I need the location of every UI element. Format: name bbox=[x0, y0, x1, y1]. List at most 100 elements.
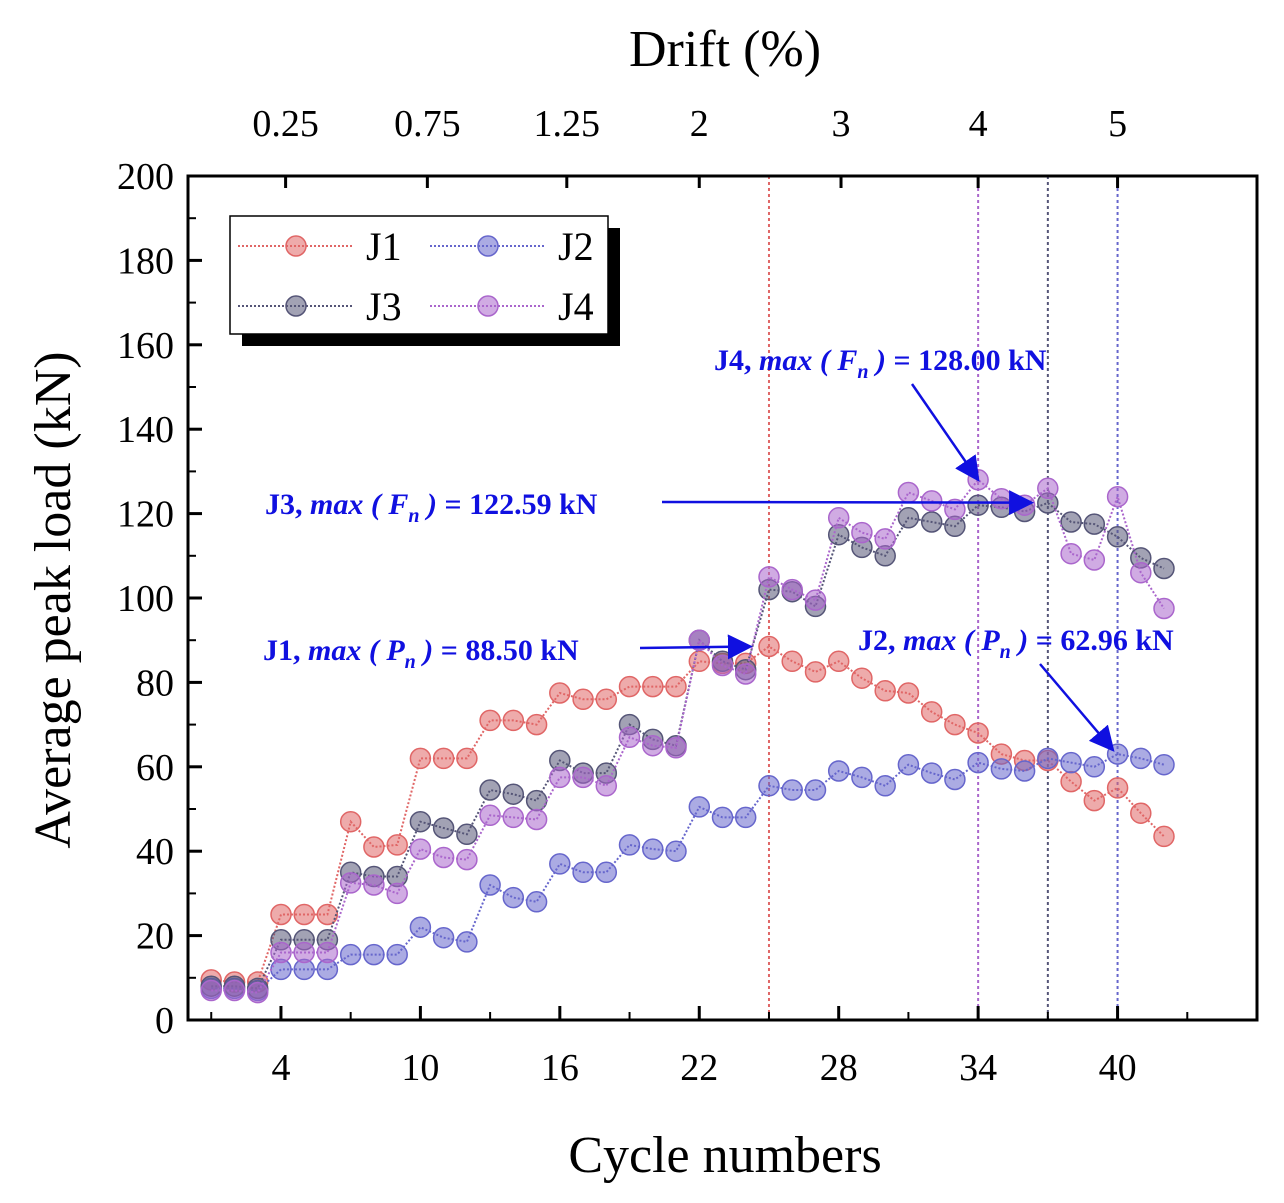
data-point-j2 bbox=[363, 943, 385, 966]
y-tick-label: 100 bbox=[117, 578, 174, 620]
x-tick-label: 22 bbox=[680, 1047, 718, 1089]
legend-label: J1 bbox=[366, 224, 402, 269]
data-point-j1 bbox=[339, 810, 362, 833]
legend-label: J3 bbox=[366, 284, 402, 329]
data-point-j1 bbox=[897, 682, 920, 704]
data-point-j1 bbox=[572, 688, 594, 711]
top-axis-title: Drift (%) bbox=[629, 21, 821, 78]
data-point-j4 bbox=[223, 979, 246, 1002]
data-point-j2 bbox=[1130, 747, 1152, 770]
data-point-j4 bbox=[827, 507, 850, 529]
data-point-j2 bbox=[944, 768, 966, 791]
data-point-j4 bbox=[316, 941, 339, 964]
data-point-j2 bbox=[827, 760, 850, 782]
top-tick-label: 1.25 bbox=[534, 103, 601, 145]
data-point-j1 bbox=[1153, 825, 1175, 848]
data-point-j1 bbox=[827, 650, 850, 673]
data-point-j2 bbox=[502, 886, 525, 909]
data-point-j4 bbox=[688, 629, 711, 651]
data-point-j4 bbox=[1130, 561, 1152, 584]
data-point-j4 bbox=[479, 804, 501, 827]
data-point-j4 bbox=[386, 882, 408, 905]
data-point-j4 bbox=[270, 941, 292, 964]
data-point-j3 bbox=[456, 823, 478, 846]
data-point-j1 bbox=[874, 680, 896, 702]
data-point-j4 bbox=[339, 872, 362, 894]
data-point-j2 bbox=[1013, 760, 1036, 782]
y-tick-label: 120 bbox=[117, 494, 174, 536]
y-tick-label: 180 bbox=[117, 240, 174, 282]
annotation-j1: J1, max ( Pn ) = 88.50 kN bbox=[263, 634, 753, 673]
data-point-j4 bbox=[246, 981, 269, 1004]
data-point-j2 bbox=[386, 943, 408, 966]
data-point-j3 bbox=[897, 507, 920, 529]
series-j3 bbox=[200, 492, 1175, 1000]
data-point-j1 bbox=[1083, 789, 1106, 812]
data-point-j3 bbox=[920, 511, 943, 533]
series-group bbox=[200, 469, 1175, 1004]
legend-box bbox=[229, 215, 609, 335]
series-j4 bbox=[200, 469, 1175, 1004]
data-point-j1 bbox=[549, 682, 571, 704]
data-point-j1 bbox=[479, 709, 501, 732]
data-point-j1 bbox=[781, 650, 803, 673]
data-point-j2 bbox=[642, 838, 664, 860]
annotation-arrow bbox=[1039, 663, 1115, 752]
data-point-j2 bbox=[572, 861, 594, 884]
data-point-j1 bbox=[920, 701, 943, 723]
y-tick-label: 60 bbox=[136, 747, 174, 789]
data-point-j1 bbox=[688, 650, 711, 673]
data-point-j2 bbox=[874, 775, 896, 797]
data-point-j3 bbox=[432, 817, 455, 839]
data-point-j4 bbox=[1037, 477, 1059, 500]
x-tick-label: 4 bbox=[271, 1047, 290, 1089]
data-point-j4 bbox=[734, 663, 757, 685]
data-point-j4 bbox=[851, 521, 873, 544]
data-point-j1 bbox=[409, 747, 432, 770]
data-point-j2 bbox=[549, 853, 571, 875]
data-point-j1 bbox=[595, 688, 618, 711]
legend: J1 J2 J3 J4 bbox=[229, 215, 620, 346]
legend-marker bbox=[285, 235, 307, 257]
data-point-j1 bbox=[665, 675, 687, 698]
data-point-j4 bbox=[200, 979, 222, 1002]
top-tick-label: 4 bbox=[969, 103, 988, 145]
data-point-j1 bbox=[432, 747, 455, 770]
data-point-j4 bbox=[572, 766, 594, 789]
data-point-j2 bbox=[1060, 751, 1082, 774]
data-point-j4 bbox=[781, 578, 803, 601]
x-tick-label: 16 bbox=[541, 1047, 579, 1089]
annotation-text: J2, max ( Pn ) = 62.96 kN bbox=[858, 624, 1174, 663]
legend-marker bbox=[477, 235, 499, 257]
series-line-j4 bbox=[211, 478, 1165, 994]
y-tick-label: 200 bbox=[117, 156, 174, 198]
data-point-j2 bbox=[920, 762, 943, 784]
data-point-j4 bbox=[456, 848, 478, 871]
x-tick-label: 40 bbox=[1099, 1047, 1137, 1089]
data-point-j4 bbox=[944, 498, 966, 521]
data-point-j2 bbox=[897, 753, 920, 776]
data-point-j4 bbox=[525, 808, 548, 831]
data-point-j2 bbox=[758, 775, 780, 797]
data-point-j4 bbox=[1083, 549, 1106, 571]
data-point-j4 bbox=[293, 941, 315, 964]
y-tick-label: 160 bbox=[117, 325, 174, 367]
data-point-j1 bbox=[1106, 777, 1129, 799]
data-point-j4 bbox=[502, 806, 525, 829]
data-point-j2 bbox=[456, 931, 478, 953]
data-point-j1 bbox=[316, 903, 339, 926]
data-point-j4 bbox=[432, 846, 455, 869]
data-point-j1 bbox=[758, 635, 780, 658]
y-tick-label: 140 bbox=[117, 409, 174, 451]
data-point-j2 bbox=[734, 806, 757, 829]
data-point-j2 bbox=[851, 766, 873, 789]
data-point-j2 bbox=[618, 834, 641, 856]
data-point-j2 bbox=[595, 861, 618, 884]
legend-entry-j3: J3 bbox=[238, 284, 402, 329]
annotation-j2: J2, max ( Pn ) = 62.96 kN bbox=[858, 624, 1174, 752]
legend-marker bbox=[285, 295, 307, 317]
data-point-j1 bbox=[851, 667, 873, 689]
data-point-j4 bbox=[758, 566, 780, 588]
data-point-j1 bbox=[944, 713, 966, 736]
